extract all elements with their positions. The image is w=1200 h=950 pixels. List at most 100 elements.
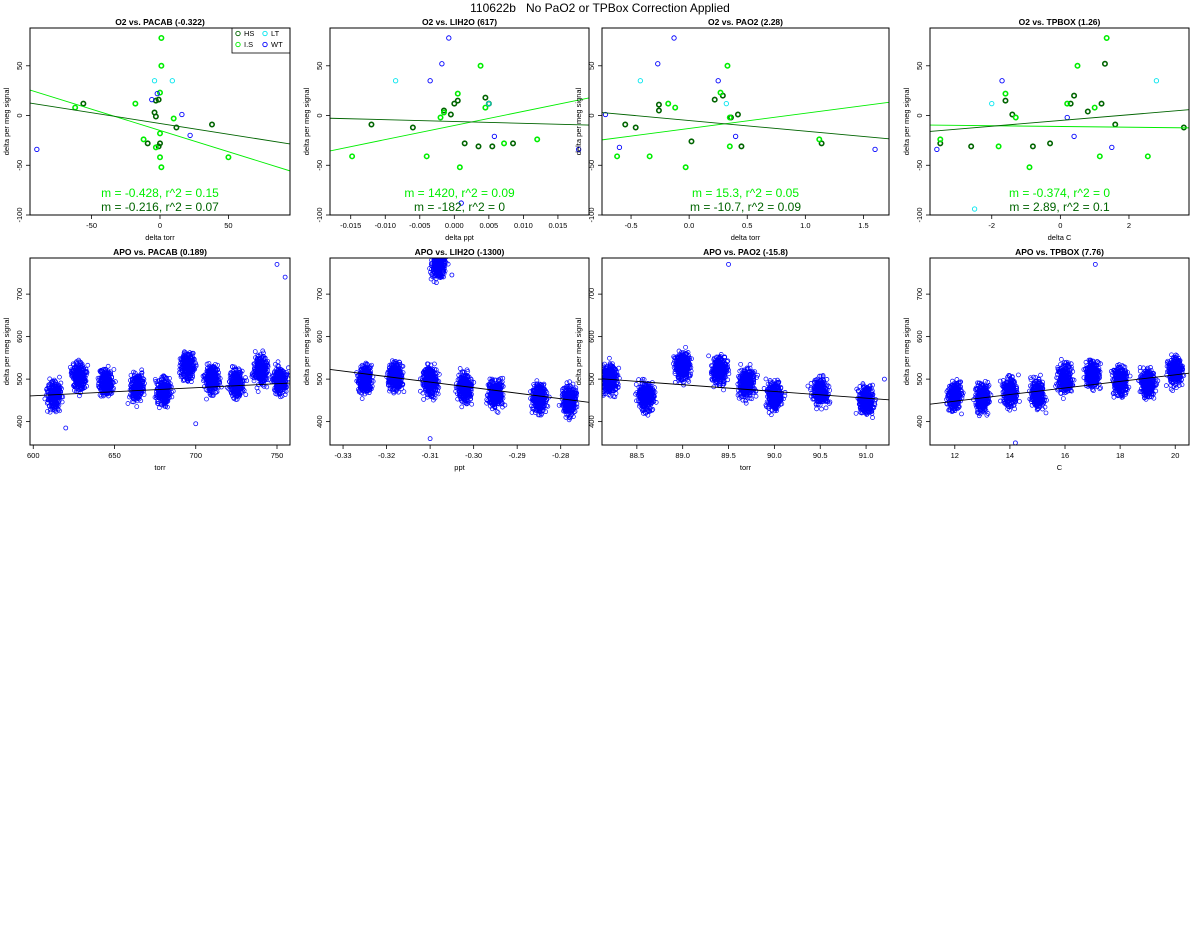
data-point — [187, 359, 192, 365]
data-point — [139, 370, 145, 376]
x-tick-label: 0.000 — [445, 221, 464, 230]
chart-title: O2 vs. LIH2O (617) — [422, 17, 497, 27]
data-point — [253, 370, 259, 375]
data-point — [253, 373, 259, 379]
chart-title: APO vs. PACAB (0.189) — [113, 247, 207, 257]
data-point — [441, 258, 447, 260]
data-point — [139, 367, 145, 373]
data-point — [184, 376, 190, 382]
data-point — [139, 377, 145, 383]
data-point — [44, 386, 50, 392]
data-point — [51, 390, 57, 396]
data-point-wt — [34, 146, 40, 153]
data-point — [212, 371, 218, 377]
data-point-hs — [152, 113, 159, 120]
data-point-is — [724, 62, 731, 69]
data-point — [128, 393, 134, 399]
data-point — [47, 409, 53, 415]
plot-frame — [329, 27, 590, 216]
data-point-is — [158, 164, 165, 171]
data-point — [133, 382, 139, 388]
figure-title: 110622b No PaO2 or TPBox Correction Appl… — [470, 1, 730, 15]
legend-label: LT — [271, 29, 280, 38]
x-tick-label: -0.010 — [375, 221, 396, 230]
legend-label: WT — [271, 40, 283, 49]
data-point — [432, 366, 437, 372]
data-point — [212, 374, 218, 380]
data-point-lt — [723, 100, 729, 107]
data-point — [216, 377, 222, 383]
data-point — [278, 373, 284, 379]
data-point-lt — [486, 100, 492, 107]
data-point-is — [726, 114, 733, 121]
x-tick-label: 1.0 — [800, 221, 810, 230]
data-point — [421, 397, 426, 402]
data-point-wt — [715, 78, 721, 84]
data-point-wt — [934, 146, 940, 153]
fit-line-is — [30, 89, 290, 172]
data-point — [106, 384, 112, 390]
y-axis-label: delta per meg signal — [2, 87, 11, 155]
data-point — [74, 380, 80, 386]
data-point-wt — [446, 35, 452, 41]
data-point-is — [1002, 90, 1009, 97]
data-point — [183, 367, 189, 373]
data-point — [99, 375, 105, 381]
chart-title: O2 vs. PACAB (-0.322) — [115, 17, 205, 27]
data-point — [273, 380, 279, 386]
data-point — [160, 389, 166, 395]
data-point — [283, 384, 289, 390]
point-cloud — [42, 261, 290, 431]
data-point-is — [132, 100, 139, 107]
data-point — [104, 375, 109, 381]
data-point — [538, 412, 544, 418]
data-point — [259, 354, 264, 359]
data-point-is — [717, 89, 724, 96]
x-axis-label: delta torr — [731, 233, 761, 242]
data-point — [103, 380, 109, 386]
data-point — [80, 367, 86, 373]
data-point — [204, 361, 210, 367]
data-point — [252, 361, 257, 367]
data-point-wt — [1071, 133, 1077, 140]
legend-marker-wt — [262, 41, 268, 48]
data-point — [135, 394, 140, 400]
plot-area — [330, 35, 589, 206]
data-point — [498, 376, 504, 381]
fit-line-is — [930, 124, 1189, 129]
data-point-hs — [489, 143, 496, 150]
data-point — [52, 397, 58, 402]
fit-line-hs — [930, 109, 1189, 132]
x-tick-label: 0.005 — [479, 221, 498, 230]
data-point — [286, 365, 290, 371]
data-point — [238, 389, 244, 394]
data-point-wt — [872, 146, 878, 153]
data-point-hs — [655, 107, 662, 114]
data-point-wt — [149, 96, 155, 103]
data-point — [81, 379, 87, 385]
data-point-hs — [1029, 143, 1036, 150]
data-point-wt — [427, 78, 433, 84]
data-point — [134, 379, 140, 385]
data-point — [160, 383, 165, 388]
x-tick-label: 2 — [1127, 221, 1131, 230]
data-point — [434, 280, 439, 286]
data-point — [255, 365, 261, 370]
data-point — [77, 381, 82, 387]
y-axis-label: delta per meg signal — [302, 87, 311, 155]
fit-label-hs: m = -0.216, r^2 = 0.07 — [101, 200, 219, 214]
data-point — [98, 393, 104, 399]
data-point — [155, 401, 160, 406]
data-point — [180, 365, 185, 371]
y-tick-label: -100 — [587, 207, 596, 222]
y-axis-label: delta per meg signal — [902, 87, 911, 155]
data-point-hs — [734, 111, 741, 118]
data-point — [209, 371, 215, 377]
x-tick-label: 0 — [158, 221, 162, 230]
data-point — [183, 355, 188, 361]
data-point-hs — [1112, 121, 1119, 128]
data-point — [131, 393, 136, 398]
data-point-wt — [616, 144, 623, 151]
data-point-is — [440, 109, 447, 116]
